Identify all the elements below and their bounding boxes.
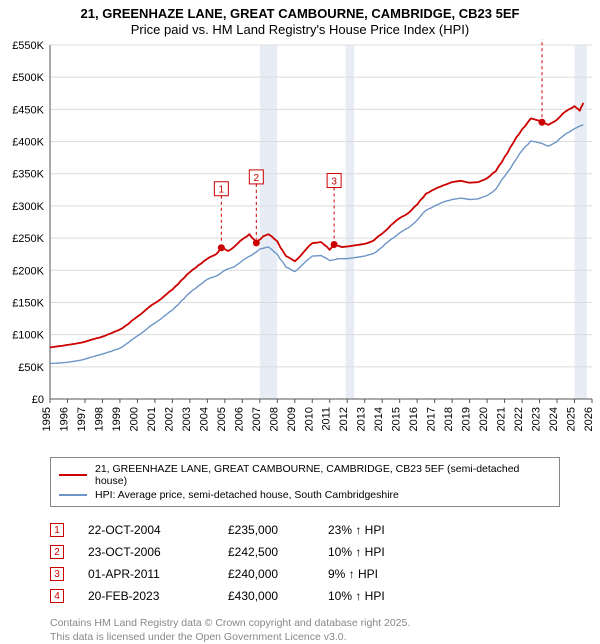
transaction-delta: 9% ↑ HPI — [328, 567, 378, 581]
svg-text:2000: 2000 — [128, 407, 140, 431]
transaction-date: 22-OCT-2004 — [88, 523, 228, 537]
svg-text:2008: 2008 — [268, 407, 280, 431]
svg-text:2002: 2002 — [163, 407, 175, 431]
transaction-row: 3 01-APR-2011£240,0009% ↑ HPI — [50, 563, 560, 585]
footer-line2: This data is licensed under the Open Gov… — [50, 631, 560, 644]
transaction-marker: 4 — [50, 589, 64, 603]
svg-text:2004: 2004 — [198, 407, 210, 431]
title-subtitle: Price paid vs. HM Land Registry's House … — [0, 22, 600, 37]
transaction-delta: 10% ↑ HPI — [328, 545, 385, 559]
svg-text:£200K: £200K — [12, 265, 44, 277]
svg-text:2012: 2012 — [338, 407, 350, 431]
svg-text:£500K: £500K — [12, 72, 44, 84]
legend-row: 21, GREENHAZE LANE, GREAT CAMBOURNE, CAM… — [59, 462, 551, 488]
svg-text:2010: 2010 — [303, 407, 315, 431]
transaction-date: 23-OCT-2006 — [88, 545, 228, 559]
svg-text:2006: 2006 — [233, 407, 245, 431]
transaction-price: £240,000 — [228, 567, 328, 581]
transaction-price: £242,500 — [228, 545, 328, 559]
legend-swatch — [59, 474, 87, 476]
legend-swatch — [59, 494, 87, 496]
svg-text:£50K: £50K — [18, 362, 44, 374]
transaction-marker: 3 — [50, 567, 64, 581]
svg-text:1999: 1999 — [111, 407, 123, 431]
svg-text:£400K: £400K — [12, 137, 44, 149]
chart: £0 £50K £100K £150K £200K £250K £300K £350K £400… — [0, 39, 600, 449]
svg-text:2023: 2023 — [531, 407, 543, 431]
legend-row: HPI: Average price, semi-detached house,… — [59, 488, 551, 502]
transaction-date: 01-APR-2011 — [88, 567, 228, 581]
title-block: 21, GREENHAZE LANE, GREAT CAMBOURNE, CAM… — [0, 0, 600, 39]
transaction-date: 20-FEB-2023 — [88, 589, 228, 603]
chart-svg: £0 £50K £100K £150K £200K £250K £300K £350K £400… — [0, 39, 600, 449]
svg-text:2007: 2007 — [251, 407, 263, 431]
transaction-price: £430,000 — [228, 589, 328, 603]
svg-text:1995: 1995 — [41, 407, 53, 431]
svg-text:2021: 2021 — [496, 407, 508, 431]
svg-text:2: 2 — [254, 173, 260, 184]
chart-container: 21, GREENHAZE LANE, GREAT CAMBOURNE, CAM… — [0, 0, 600, 644]
svg-text:2020: 2020 — [478, 407, 490, 431]
svg-text:1997: 1997 — [76, 407, 88, 431]
svg-text:1996: 1996 — [58, 407, 70, 431]
svg-text:£100K: £100K — [12, 330, 44, 342]
svg-text:1998: 1998 — [93, 407, 105, 431]
svg-text:£450K: £450K — [12, 104, 44, 116]
svg-text:£150K: £150K — [12, 297, 44, 309]
svg-text:£300K: £300K — [12, 201, 44, 213]
svg-text:2014: 2014 — [373, 407, 385, 431]
svg-text:2017: 2017 — [426, 407, 438, 431]
svg-text:2018: 2018 — [443, 407, 455, 431]
svg-text:2016: 2016 — [408, 407, 420, 431]
footer-line1: Contains HM Land Registry data © Crown c… — [50, 617, 560, 631]
svg-text:2024: 2024 — [548, 407, 560, 431]
svg-text:2001: 2001 — [146, 407, 158, 431]
legend-label: HPI: Average price, semi-detached house,… — [95, 489, 399, 501]
transaction-marker: 2 — [50, 545, 64, 559]
svg-text:2022: 2022 — [513, 407, 525, 431]
svg-text:2009: 2009 — [286, 407, 298, 431]
footer: Contains HM Land Registry data © Crown c… — [50, 617, 560, 644]
transactions-table: 1 22-OCT-2004£235,00023% ↑ HPI 2 23-OCT-200… — [50, 519, 560, 607]
svg-text:1: 1 — [219, 185, 225, 196]
svg-text:£350K: £350K — [12, 169, 44, 181]
svg-text:£0: £0 — [32, 394, 44, 406]
svg-text:2025: 2025 — [566, 407, 578, 431]
svg-text:2019: 2019 — [461, 407, 473, 431]
svg-text:3: 3 — [331, 177, 337, 188]
svg-text:2026: 2026 — [583, 407, 595, 431]
svg-text:2005: 2005 — [216, 407, 228, 431]
svg-text:2011: 2011 — [321, 407, 333, 431]
transaction-row: 1 22-OCT-2004£235,00023% ↑ HPI — [50, 519, 560, 541]
transaction-marker: 1 — [50, 523, 64, 537]
title-address: 21, GREENHAZE LANE, GREAT CAMBOURNE, CAM… — [0, 6, 600, 21]
transaction-row: 4 20-FEB-2023£430,00010% ↑ HPI — [50, 585, 560, 607]
transaction-row: 2 23-OCT-2006£242,50010% ↑ HPI — [50, 541, 560, 563]
transaction-delta: 23% ↑ HPI — [328, 523, 385, 537]
svg-text:2013: 2013 — [356, 407, 368, 431]
svg-text:2015: 2015 — [391, 407, 403, 431]
legend-label: 21, GREENHAZE LANE, GREAT CAMBOURNE, CAM… — [95, 463, 551, 487]
transaction-price: £235,000 — [228, 523, 328, 537]
legend: 21, GREENHAZE LANE, GREAT CAMBOURNE, CAM… — [50, 457, 560, 507]
svg-text:£550K: £550K — [12, 40, 44, 52]
svg-text:£250K: £250K — [12, 233, 44, 245]
transaction-delta: 10% ↑ HPI — [328, 589, 385, 603]
svg-text:2003: 2003 — [181, 407, 193, 431]
